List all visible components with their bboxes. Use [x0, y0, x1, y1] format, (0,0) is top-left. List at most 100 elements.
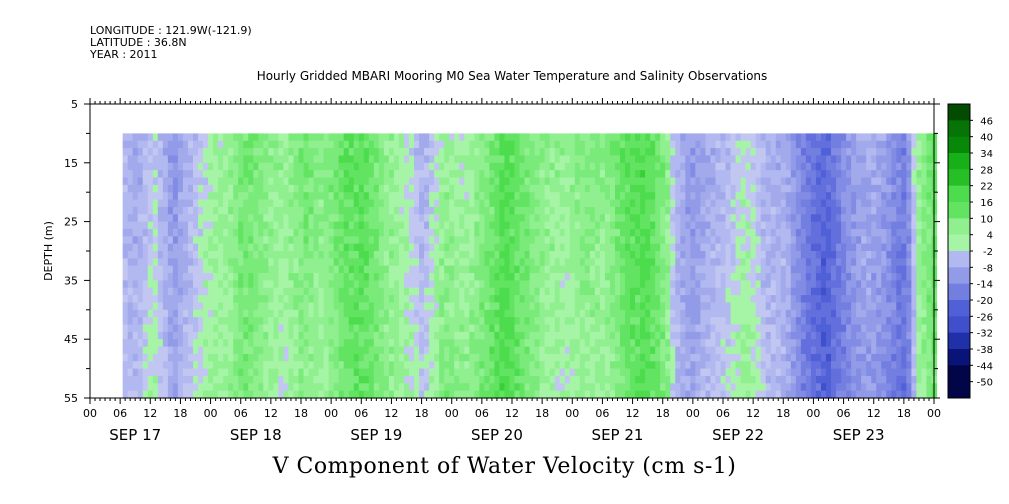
heatmap-cell: [604, 375, 611, 384]
heatmap-cell: [368, 339, 375, 348]
heatmap-cell: [419, 206, 425, 215]
heatmap-cell: [750, 170, 757, 179]
heatmap-cell: [765, 339, 772, 348]
heatmap-cell: [594, 214, 601, 223]
heatmap-cell: [755, 375, 762, 384]
heatmap-cell: [730, 155, 737, 164]
heatmap-cell: [278, 317, 285, 326]
heatmap-cell: [403, 236, 410, 245]
heatmap-cell: [559, 133, 566, 142]
heatmap-cell: [333, 192, 340, 201]
heatmap-cell: [393, 273, 400, 281]
heatmap-cell: [539, 258, 546, 267]
heatmap-cell: [358, 140, 365, 149]
heatmap-cell: [499, 214, 506, 223]
heatmap-cell: [278, 287, 285, 296]
heatmap-cell: [393, 140, 400, 149]
heatmap-cell: [218, 280, 224, 289]
heatmap-cell: [650, 243, 656, 252]
heatmap-cell: [368, 140, 375, 149]
heatmap-cell: [424, 331, 430, 340]
heatmap-cell: [388, 221, 395, 230]
heatmap-cell: [609, 309, 616, 318]
heatmap-cell: [740, 192, 747, 201]
heatmap-cell: [414, 162, 420, 171]
heatmap-cell: [569, 375, 576, 384]
heatmap-cell: [725, 302, 732, 311]
heatmap-cell: [529, 368, 536, 377]
heatmap-cell: [419, 228, 425, 237]
heatmap-cell: [434, 390, 440, 399]
heatmap-cell: [263, 273, 269, 281]
heatmap-cell: [645, 258, 651, 267]
heatmap-cell: [122, 258, 129, 267]
heatmap-cell: [429, 236, 435, 245]
heatmap-cell: [439, 273, 445, 281]
heatmap-cell: [434, 162, 440, 171]
heatmap-cell: [720, 280, 727, 289]
heatmap-cell: [142, 317, 149, 326]
heatmap-cell: [449, 184, 455, 193]
heatmap-cell: [393, 133, 400, 142]
heatmap-cell: [248, 162, 254, 171]
heatmap-cell: [338, 140, 345, 149]
heatmap-cell: [459, 243, 465, 252]
heatmap-cell: [805, 192, 812, 201]
heatmap-cell: [524, 265, 531, 274]
heatmap-cell: [534, 206, 541, 215]
heatmap-cell: [755, 162, 762, 171]
heatmap-cell: [795, 192, 802, 201]
heatmap-cell: [223, 280, 229, 289]
heatmap-cell: [192, 258, 199, 267]
heatmap-cell: [665, 339, 671, 348]
heatmap-cell: [800, 346, 807, 355]
heatmap-cell: [444, 133, 450, 142]
heatmap-cell: [614, 177, 621, 186]
heatmap-cell: [529, 206, 536, 215]
heatmap-cell: [414, 243, 420, 252]
heatmap-cell: [554, 148, 561, 157]
heatmap-cell: [504, 140, 511, 149]
heatmap-cell: [313, 273, 320, 281]
heatmap-cell: [373, 228, 380, 237]
heatmap-cell: [253, 177, 259, 186]
heatmap-cell: [373, 302, 380, 311]
heatmap-cell: [695, 331, 701, 340]
heatmap-cell: [363, 324, 370, 333]
heatmap-cell: [218, 148, 224, 157]
heatmap-cell: [750, 339, 757, 348]
heatmap-cell: [630, 331, 636, 340]
heatmap-cell: [444, 295, 450, 304]
heatmap-cell: [810, 177, 817, 186]
heatmap-cell: [248, 309, 254, 318]
heatmap-cell: [172, 287, 179, 296]
heatmap-cell: [419, 273, 425, 281]
heatmap-cell: [152, 368, 159, 377]
heatmap-cell: [258, 133, 264, 142]
heatmap-cell: [424, 383, 430, 392]
heatmap-cell: [318, 317, 325, 326]
heatmap-cell: [524, 148, 531, 157]
heatmap-cell: [785, 133, 792, 142]
heatmap-cell: [529, 148, 536, 157]
heatmap-cell: [479, 361, 485, 370]
heatmap-cell: [198, 309, 204, 318]
heatmap-cell: [620, 280, 626, 289]
heatmap-cell: [499, 368, 506, 377]
heatmap-cell: [564, 265, 571, 274]
heatmap-cell: [203, 383, 209, 392]
heatmap-cell: [424, 228, 430, 237]
heatmap-cell: [127, 346, 134, 355]
heatmap-cell: [343, 273, 350, 281]
heatmap-cell: [398, 258, 405, 267]
heatmap-cell: [685, 133, 691, 142]
heatmap-cell: [474, 214, 480, 223]
heatmap-cell: [318, 280, 325, 289]
heatmap-cell: [323, 243, 330, 252]
heatmap-cell: [333, 295, 340, 304]
heatmap-cell: [675, 302, 681, 311]
heatmap-cell: [715, 228, 722, 237]
heatmap-cell: [810, 170, 817, 179]
heatmap-cell: [278, 375, 285, 384]
heatmap-cell: [383, 206, 390, 215]
